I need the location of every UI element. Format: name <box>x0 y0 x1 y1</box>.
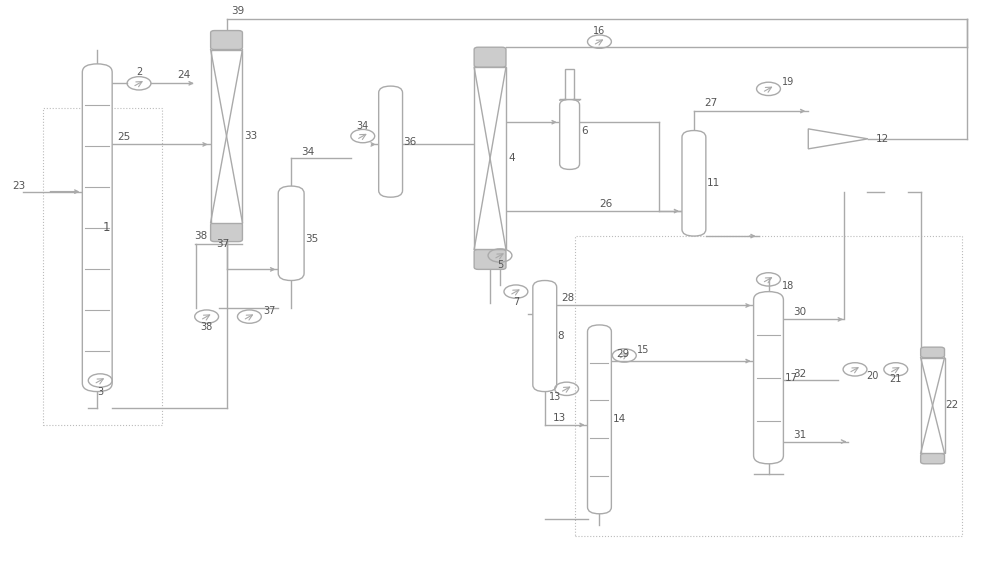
Text: 28: 28 <box>562 293 575 304</box>
Text: 37: 37 <box>217 240 230 250</box>
Text: 38: 38 <box>201 321 213 332</box>
Text: 5: 5 <box>497 260 503 270</box>
Text: 17: 17 <box>784 373 798 383</box>
FancyBboxPatch shape <box>533 280 557 392</box>
FancyBboxPatch shape <box>921 347 945 358</box>
Bar <box>474 67 506 250</box>
Text: 30: 30 <box>793 307 806 317</box>
Text: 33: 33 <box>244 131 258 141</box>
Text: 15: 15 <box>637 345 650 355</box>
FancyBboxPatch shape <box>278 186 304 280</box>
Text: 36: 36 <box>404 137 417 146</box>
Text: 22: 22 <box>946 401 959 411</box>
Text: 35: 35 <box>305 234 318 244</box>
Text: 1: 1 <box>102 221 110 234</box>
Text: 27: 27 <box>704 98 717 108</box>
FancyBboxPatch shape <box>474 250 506 269</box>
FancyBboxPatch shape <box>588 325 611 514</box>
Text: 3: 3 <box>97 387 103 397</box>
FancyBboxPatch shape <box>754 292 783 464</box>
FancyBboxPatch shape <box>211 223 242 242</box>
Text: 25: 25 <box>117 132 130 142</box>
FancyBboxPatch shape <box>379 86 403 197</box>
FancyBboxPatch shape <box>474 47 506 67</box>
Text: 18: 18 <box>782 281 795 291</box>
Text: 20: 20 <box>866 371 878 381</box>
FancyBboxPatch shape <box>921 453 945 464</box>
Text: 12: 12 <box>876 134 889 144</box>
Text: 24: 24 <box>177 70 190 80</box>
Text: 16: 16 <box>593 26 606 35</box>
Text: 39: 39 <box>232 6 245 16</box>
FancyBboxPatch shape <box>82 64 112 392</box>
Text: 38: 38 <box>194 231 207 241</box>
Text: 21: 21 <box>890 374 902 384</box>
Bar <box>211 49 242 223</box>
Text: 2: 2 <box>136 67 142 77</box>
Bar <box>43 108 162 425</box>
FancyBboxPatch shape <box>682 131 706 236</box>
Text: 29: 29 <box>616 349 630 359</box>
Bar <box>921 358 945 453</box>
Text: 26: 26 <box>599 199 613 209</box>
Text: 11: 11 <box>707 178 720 188</box>
Text: 7: 7 <box>513 297 519 307</box>
Text: 31: 31 <box>793 430 807 440</box>
Text: 34: 34 <box>301 146 314 157</box>
Text: 13: 13 <box>549 392 561 402</box>
Text: 6: 6 <box>582 126 588 136</box>
Text: 19: 19 <box>782 77 795 86</box>
Text: 13: 13 <box>553 413 566 423</box>
Text: 8: 8 <box>558 331 564 341</box>
FancyBboxPatch shape <box>211 30 242 49</box>
Text: 14: 14 <box>612 415 626 424</box>
Text: 37: 37 <box>263 306 276 316</box>
FancyBboxPatch shape <box>560 99 580 169</box>
Text: 23: 23 <box>13 181 26 191</box>
Text: 4: 4 <box>508 153 515 163</box>
Text: 32: 32 <box>793 369 807 379</box>
Text: 34: 34 <box>357 121 369 131</box>
Bar <box>575 236 962 536</box>
Bar <box>565 70 574 99</box>
